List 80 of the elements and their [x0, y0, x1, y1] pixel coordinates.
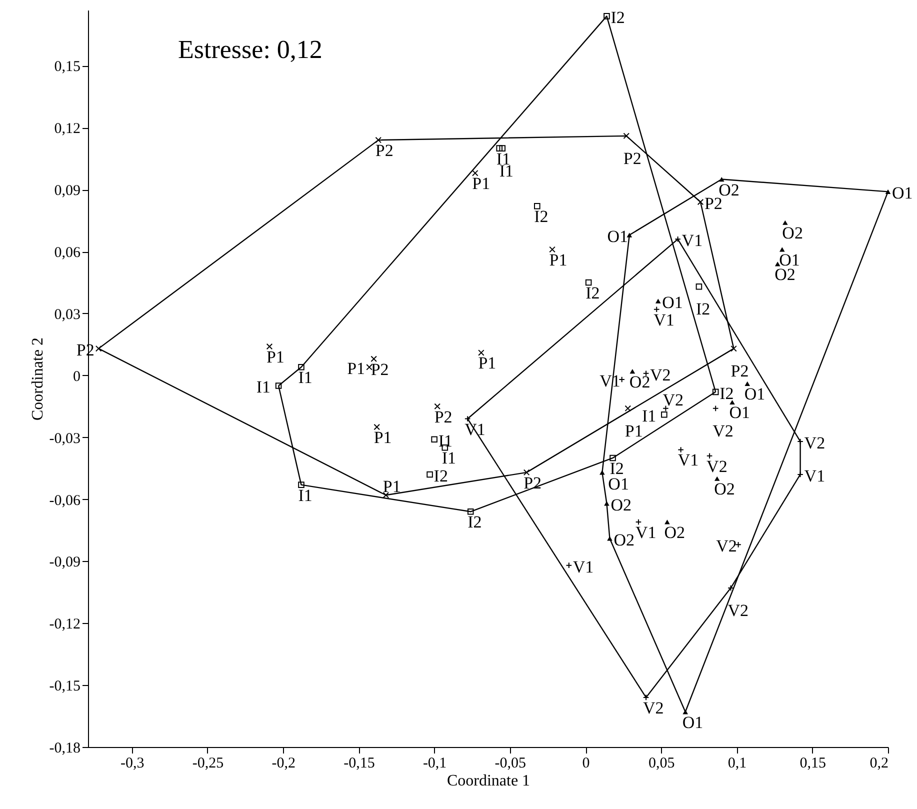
data-label: V1: [678, 450, 699, 470]
data-label: O1: [744, 384, 766, 404]
x-tick-label: -0,15: [344, 756, 375, 772]
x-tick-label: 0,15: [800, 756, 826, 772]
y-tick-label: -0,06: [49, 492, 81, 509]
data-label: P1: [382, 477, 401, 496]
data-label: I2: [534, 207, 548, 226]
data-label: V2: [662, 390, 684, 410]
data-label: P2: [375, 141, 394, 160]
data-label: O2: [614, 530, 635, 550]
data-label: O2: [629, 372, 650, 392]
data-label: V2: [706, 456, 728, 476]
data-label: P2: [524, 473, 542, 492]
data-label: P1: [347, 359, 366, 378]
data-label: O2: [718, 180, 740, 200]
y-tick-label: -0,15: [49, 678, 80, 695]
data-label: P2: [623, 148, 642, 168]
data-label: O1: [607, 227, 628, 246]
y-tick-label: -0,18: [49, 740, 80, 756]
x-tick-label: -0,3: [120, 756, 144, 772]
data-label: P1: [478, 354, 496, 373]
data-label: V1: [682, 231, 703, 250]
data-label: P1: [374, 428, 392, 448]
y-tick-label: -0,12: [49, 616, 80, 633]
data-label: O1: [662, 293, 683, 312]
y-tick-label: 0: [73, 368, 80, 385]
y-tick-label: -0,09: [49, 554, 80, 571]
x-tick-label: -0,25: [192, 756, 224, 772]
y-tick-label: 0,15: [54, 59, 80, 76]
data-label: I1: [256, 378, 271, 397]
x-tick-label: -0,2: [272, 756, 296, 772]
x-tick-label: 0,1: [728, 756, 747, 772]
data-label: V2: [716, 536, 737, 556]
y-axis-title: Coordinate 2: [29, 337, 46, 421]
data-label: I2: [720, 384, 734, 403]
data-label: P2: [434, 407, 452, 426]
x-tick-label: -0,05: [494, 756, 526, 772]
y-tick-label: -0,03: [49, 430, 80, 447]
data-label: O1: [682, 712, 704, 732]
data-label: V2: [804, 433, 826, 452]
annotation: Estresse: 0,12: [178, 35, 322, 64]
data-label: I1: [442, 448, 456, 468]
y-tick-label: 0,12: [54, 121, 80, 138]
x-tick-label: 0,05: [648, 756, 675, 772]
data-label: I1: [298, 368, 312, 388]
data-label: I2: [586, 284, 600, 303]
data-label: I2: [696, 300, 710, 319]
data-label: V1: [635, 522, 656, 542]
data-label: O2: [714, 480, 735, 499]
data-label: I2: [434, 466, 448, 486]
data-label: I1: [298, 486, 312, 505]
data-label: P1: [266, 348, 284, 366]
data-label: O2: [664, 522, 685, 542]
data-label: P1: [472, 174, 490, 194]
data-label: P1: [624, 421, 643, 440]
data-label: I1: [438, 431, 452, 450]
data-label: V2: [712, 421, 734, 440]
x-tick-label: 0: [582, 756, 590, 772]
x-tick-label: 0,2: [870, 756, 888, 772]
y-tick-label: 0,03: [54, 306, 80, 323]
data-label: V1: [572, 557, 594, 576]
data-label: O2: [782, 224, 803, 243]
data-label: P2: [370, 360, 389, 379]
x-tick-label: -0,1: [422, 756, 447, 772]
data-label: V1: [654, 310, 674, 330]
x-axis-title: Coordinate 1: [446, 772, 530, 790]
data-label: O1: [729, 403, 750, 422]
y-tick-label: 0,06: [54, 245, 81, 262]
data-label: V2: [728, 601, 749, 620]
data-label: O2: [610, 495, 632, 514]
data-label: V1: [804, 466, 826, 486]
data-label: V2: [650, 365, 671, 384]
data-label: V2: [643, 698, 664, 718]
data-label: I1: [642, 406, 656, 426]
data-label: P1: [549, 250, 568, 270]
data-label: I2: [610, 8, 625, 28]
data-label: I2: [468, 512, 482, 532]
data-label: O1: [892, 184, 913, 203]
y-tick-label: 0,09: [54, 183, 80, 200]
data-label: P2: [730, 362, 749, 381]
